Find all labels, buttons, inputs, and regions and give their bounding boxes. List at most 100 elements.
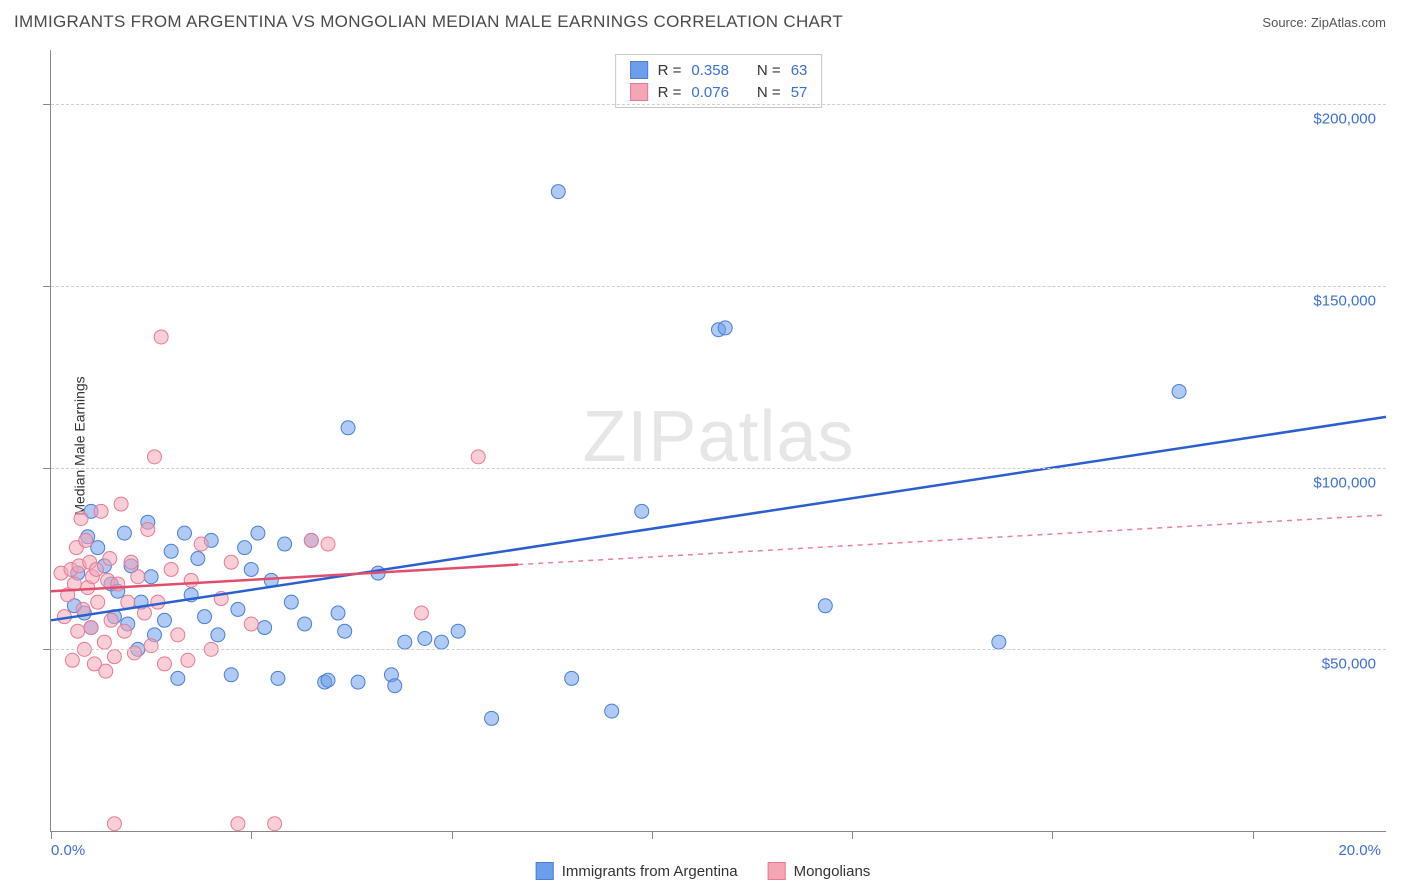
data-point (191, 552, 205, 566)
data-point (338, 624, 352, 638)
data-point (178, 526, 192, 540)
data-point (171, 628, 185, 642)
data-point (251, 526, 265, 540)
data-point (304, 533, 318, 547)
data-point (244, 562, 258, 576)
gridline (51, 468, 1386, 469)
data-point (71, 624, 85, 638)
data-point (635, 504, 649, 518)
legend-row-mongolian: R = 0.076 N = 57 (616, 81, 822, 103)
gridline (51, 286, 1386, 287)
data-point (65, 653, 79, 667)
data-point (298, 617, 312, 631)
trend-line-extrapolated (518, 515, 1386, 565)
data-point (97, 635, 111, 649)
data-point (104, 613, 118, 627)
x-tick (652, 831, 653, 839)
data-point (117, 526, 131, 540)
data-point (84, 621, 98, 635)
data-point (231, 602, 245, 616)
x-tick-label-min: 0.0% (51, 842, 85, 859)
data-point (271, 671, 285, 685)
data-point (605, 704, 619, 718)
x-tick (852, 831, 853, 839)
data-point (107, 817, 121, 831)
data-point (99, 664, 113, 678)
data-point (154, 330, 168, 344)
chart-plot-area: ZIPatlas R = 0.358 N = 63 R = 0.076 N = … (50, 50, 1386, 832)
data-point (114, 497, 128, 511)
legend-row-argentina: R = 0.358 N = 63 (616, 59, 822, 81)
data-point (341, 421, 355, 435)
data-point (91, 595, 105, 609)
data-point (79, 533, 93, 547)
data-point (321, 537, 335, 551)
chart-title: IMMIGRANTS FROM ARGENTINA VS MONGOLIAN M… (14, 12, 843, 32)
x-tick (251, 831, 252, 839)
data-point (485, 711, 499, 725)
data-point (164, 544, 178, 558)
data-point (164, 562, 178, 576)
data-point (211, 628, 225, 642)
data-point (398, 635, 412, 649)
data-point (198, 610, 212, 624)
data-point (224, 555, 238, 569)
scatter-plot-svg (51, 50, 1386, 831)
data-point (238, 541, 252, 555)
legend-item-mongolian: Mongolians (768, 862, 871, 880)
swatch-argentina (630, 61, 648, 79)
data-point (434, 635, 448, 649)
x-tick (1253, 831, 1254, 839)
legend-item-argentina: Immigrants from Argentina (536, 862, 738, 880)
data-point (127, 646, 141, 660)
data-point (331, 606, 345, 620)
data-point (141, 522, 155, 536)
data-point (181, 653, 195, 667)
gridline (51, 104, 1386, 105)
data-point (718, 321, 732, 335)
data-point (418, 631, 432, 645)
correlation-legend: R = 0.358 N = 63 R = 0.076 N = 57 (615, 54, 823, 108)
data-point (124, 555, 138, 569)
x-tick (452, 831, 453, 839)
data-point (388, 679, 402, 693)
data-point (565, 671, 579, 685)
x-tick (1052, 831, 1053, 839)
y-tick-label: $200,000 (1313, 111, 1376, 128)
data-point (74, 512, 88, 526)
data-point (992, 635, 1006, 649)
x-tick (51, 831, 52, 839)
data-point (231, 817, 245, 831)
y-tick-label: $150,000 (1313, 293, 1376, 310)
data-point (194, 537, 208, 551)
data-point (451, 624, 465, 638)
swatch-mongolian (630, 83, 648, 101)
data-point (157, 613, 171, 627)
data-point (117, 624, 131, 638)
data-point (818, 599, 832, 613)
y-tick-label: $50,000 (1322, 656, 1376, 673)
data-point (351, 675, 365, 689)
trend-line (51, 417, 1386, 620)
data-point (471, 450, 485, 464)
series-legend: Immigrants from Argentina Mongolians (536, 862, 871, 880)
data-point (147, 450, 161, 464)
data-point (89, 562, 103, 576)
swatch-argentina-icon (536, 862, 554, 880)
data-point (144, 639, 158, 653)
data-point (137, 606, 151, 620)
source-attribution: Source: ZipAtlas.com (1262, 15, 1386, 30)
data-point (171, 671, 185, 685)
data-point (1172, 384, 1186, 398)
data-point (144, 570, 158, 584)
data-point (244, 617, 258, 631)
swatch-mongolian-icon (768, 862, 786, 880)
data-point (414, 606, 428, 620)
gridline (51, 649, 1386, 650)
data-point (321, 673, 335, 687)
x-tick-label-max: 20.0% (1338, 842, 1381, 859)
data-point (224, 668, 238, 682)
data-point (103, 552, 117, 566)
data-point (184, 573, 198, 587)
y-tick-label: $100,000 (1313, 474, 1376, 491)
